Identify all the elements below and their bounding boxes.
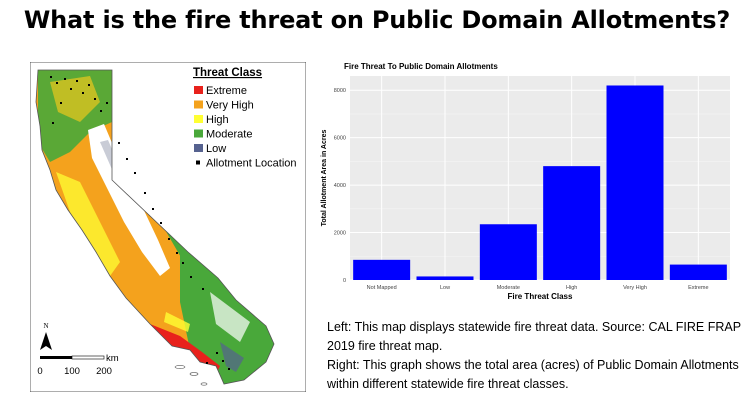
bar-extreme [669,264,727,280]
legend-label: High [206,114,229,126]
north-arrow-icon: N [40,322,52,350]
svg-text:100: 100 [64,366,80,377]
legend-label: Low [206,143,226,155]
map-legend: Threat Class Extreme Very High High Moderat… [193,67,297,170]
bars [353,85,727,280]
legend-title: Threat Class [193,67,262,79]
x-tick-label: Very High [623,285,647,291]
x-tick-label: Moderate [497,285,520,291]
scale-bar: km 0 100 200 [37,353,118,377]
plot-area [350,76,730,280]
y-axis-label: Total Allotment Area in Acres [321,130,328,227]
channel-islands [174,365,208,386]
x-axis-label: Fire Threat Class [508,292,573,301]
chart-title: Fire Threat To Public Domain Allotments [344,62,498,71]
legend-label: Very High [206,100,254,112]
allotment-points [50,76,230,370]
caption: Left: This map displays statewide fire t… [327,318,747,394]
svg-text:N: N [43,322,48,330]
x-tick-label: Extreme [688,285,708,291]
svg-text:km: km [106,353,119,364]
legend-swatch [196,160,200,165]
legend-swatch [194,115,203,123]
legend-swatch [194,144,203,152]
caption-left: Left: This map displays statewide fire t… [327,320,741,353]
bar-moderate [479,224,537,280]
y-tick-label: 0 [343,278,346,284]
legend-label: Extreme [206,85,247,97]
x-tick-label: Not Mapped [367,285,397,291]
fire-threat-bar-chart: Fire Threat To Public Domain Allotments … [321,62,730,301]
bar-low [416,276,474,280]
legend-label: Moderate [206,129,252,141]
legend-label: Allotment Location [206,158,297,170]
y-tick-label: 8000 [334,88,346,94]
california-fire-threat-map: Threat Class Extreme Very High High Moderat… [30,62,306,392]
y-tick-label: 2000 [334,231,346,237]
legend-swatch [194,129,203,138]
bar-very-high [606,85,664,280]
y-tick-label: 6000 [334,136,346,142]
svg-text:0: 0 [37,366,42,377]
caption-right: Right: This graph shows the total area (… [327,358,739,391]
svg-text:200: 200 [96,366,112,377]
x-tick-label: High [566,285,577,291]
legend-swatch [194,86,203,94]
bar-not-mapped [353,259,411,280]
slide-title: What is the fire threat on Public Domain… [23,6,731,34]
bar-high [543,166,601,280]
grid-lines [350,76,730,281]
x-tick-label: Low [440,285,450,291]
y-tick-label: 4000 [334,183,346,189]
y-tick-labels: 0 2000 4000 6000 8000 [334,88,346,284]
x-tick-labels: Not Mapped Low Moderate High Very High Extrem… [367,285,709,291]
legend-swatch [194,100,203,109]
